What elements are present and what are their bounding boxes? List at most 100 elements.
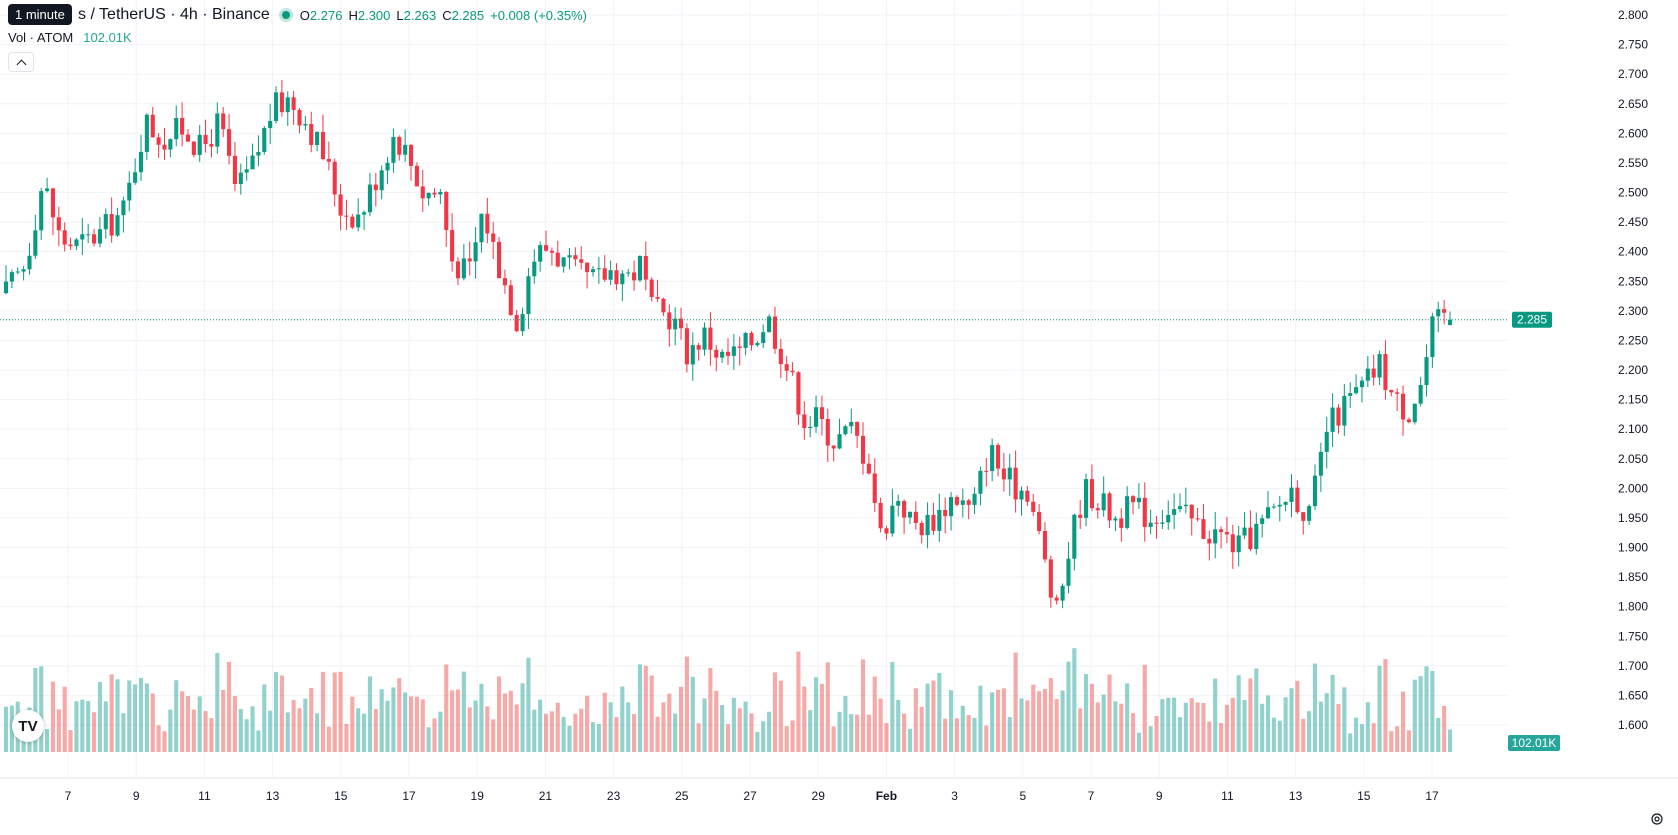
volume-bar <box>725 724 731 752</box>
volume-bar <box>538 699 543 752</box>
volume-bar <box>1060 690 1065 752</box>
volume-bar <box>1418 676 1423 752</box>
candle-body <box>1113 518 1118 521</box>
volume-bar <box>943 718 948 752</box>
candle-body <box>837 434 842 449</box>
volume-bar <box>1213 678 1218 752</box>
candle-body <box>590 269 596 273</box>
volume-bar <box>808 710 813 752</box>
volume-bar <box>1095 702 1100 752</box>
price-tick-label: 2.200 <box>1618 363 1648 377</box>
candle-body <box>1412 403 1417 423</box>
candle-body <box>15 271 20 273</box>
volume-bar <box>508 690 513 752</box>
volume-bar <box>303 698 308 752</box>
candle-body <box>796 372 801 415</box>
volume-bar <box>227 661 232 752</box>
volume-bar <box>362 713 367 752</box>
volume-bar <box>995 689 1001 752</box>
volume-bar <box>150 693 155 752</box>
candle-body <box>438 191 443 195</box>
time-tick-label: 7 <box>1088 789 1095 803</box>
chevron-up-icon <box>16 59 26 69</box>
volume-bar <box>1013 652 1018 752</box>
volume-bar <box>1154 715 1159 752</box>
candle-body <box>1089 479 1094 509</box>
gear-icon[interactable] <box>1650 812 1664 826</box>
candle-body <box>33 230 38 256</box>
volume-bar <box>684 656 689 752</box>
candle-body <box>1107 493 1112 521</box>
volume-bar <box>1318 701 1323 752</box>
volume-bar <box>1195 702 1200 752</box>
candle-body <box>520 314 525 332</box>
volume-bar <box>33 667 38 752</box>
candle-body <box>579 259 584 263</box>
volume-bar <box>643 665 648 752</box>
candle-body <box>843 426 848 435</box>
volume-bar <box>373 709 378 752</box>
volume-legend[interactable]: Vol · ATOM 102.01K <box>8 30 132 45</box>
price-tick-label: 2.000 <box>1618 481 1648 495</box>
candle-body <box>960 500 965 505</box>
volume-bar <box>1207 721 1212 752</box>
candle-body <box>1183 504 1188 507</box>
volume-bar <box>414 696 419 752</box>
price-tick-label: 2.650 <box>1618 97 1648 111</box>
volume-bar <box>614 717 619 752</box>
volume-bar <box>825 662 830 752</box>
volume-bar <box>232 696 237 752</box>
candle-body <box>995 445 1001 469</box>
volume-bar <box>320 671 326 752</box>
volume-bar <box>813 677 819 752</box>
candle-body <box>1400 393 1406 420</box>
tradingview-logo-icon[interactable]: TV <box>12 710 44 742</box>
candle-body <box>367 184 372 213</box>
volume-bar <box>115 679 120 752</box>
candle-body <box>1318 451 1323 476</box>
volume-bar <box>1236 675 1241 752</box>
candle-body <box>444 191 449 231</box>
volume-bar <box>954 718 959 752</box>
volume-bar <box>1025 700 1030 752</box>
symbol-title[interactable]: s / TetherUS · 4h · Binance <box>78 6 270 23</box>
candle-body <box>109 214 114 236</box>
candle-body <box>1048 559 1053 598</box>
volume-bar <box>144 683 149 752</box>
candle-body <box>174 118 179 140</box>
volume-bar <box>1072 648 1077 752</box>
candle-body <box>1342 395 1347 426</box>
volume-bar <box>1148 726 1153 752</box>
time-tick-label: 25 <box>675 789 689 803</box>
candle-body <box>227 129 232 156</box>
volume-bar <box>919 706 924 752</box>
price-tick-label: 2.600 <box>1618 126 1648 140</box>
volume-bar <box>273 672 279 752</box>
volume-bar <box>209 718 214 752</box>
candle-body <box>808 426 813 429</box>
volume-bar <box>702 698 707 752</box>
volume-bar <box>1125 683 1130 752</box>
volume-bar <box>843 696 848 752</box>
volume-bar <box>315 713 320 752</box>
candle-body <box>825 419 830 446</box>
price-tick-label: 1.600 <box>1618 718 1648 732</box>
time-tick-label: 15 <box>334 789 348 803</box>
price-tick-label: 1.750 <box>1618 629 1648 643</box>
collapse-legend-button[interactable] <box>8 52 34 72</box>
candle-body <box>80 234 85 240</box>
price-tick-label: 1.850 <box>1618 570 1648 584</box>
volume-bar <box>103 701 108 752</box>
candle-body <box>813 407 819 427</box>
volume-bar <box>268 710 273 752</box>
volume-bar <box>438 711 443 752</box>
candle-body <box>667 312 672 330</box>
candle-body <box>1084 479 1089 518</box>
candle-body <box>473 242 478 262</box>
volume-bar <box>608 702 613 752</box>
volume-bar <box>1412 679 1417 752</box>
volume-bar <box>549 711 554 752</box>
volume-bar <box>1336 704 1341 752</box>
candle-body <box>1442 309 1447 313</box>
